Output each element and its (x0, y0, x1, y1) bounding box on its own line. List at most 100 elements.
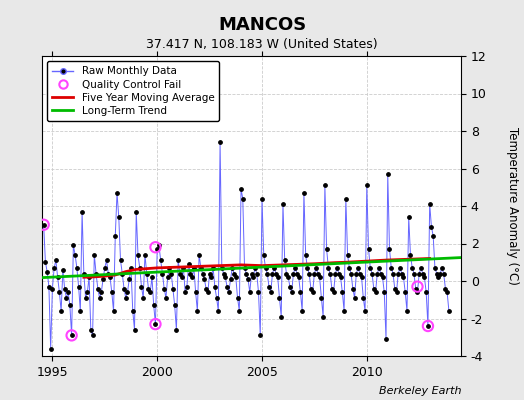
Point (216, 139, 224, 146)
Point (394, 270, 402, 277)
Point (50, 265, 58, 271)
Point (434, 274, 443, 280)
Point (289, 270, 298, 277)
Point (317, 295, 325, 301)
Point (200, 276, 209, 282)
Point (230, 270, 238, 277)
Point (69, 242, 78, 248)
Point (211, 284, 219, 290)
Point (52, 257, 60, 264)
Point (424, 323, 432, 329)
Point (66, 302, 74, 308)
Point (340, 308, 348, 314)
Point (48, 285, 57, 292)
Point (359, 295, 367, 301)
Point (277, 314, 286, 320)
Point (377, 270, 385, 277)
Point (153, 246, 161, 252)
Point (348, 285, 357, 292)
Point (282, 270, 291, 277)
Point (440, 270, 448, 277)
Point (293, 270, 301, 277)
Point (314, 270, 322, 277)
Point (199, 270, 207, 277)
Point (268, 270, 277, 277)
Point (107, 289, 116, 296)
Point (335, 270, 343, 277)
Point (352, 270, 361, 277)
Point (130, 326, 139, 333)
Point (384, 171, 392, 177)
Point (380, 289, 388, 296)
Point (57, 308, 66, 314)
Point (191, 289, 200, 296)
Point (233, 295, 242, 301)
Point (366, 265, 375, 271)
Point (217, 265, 226, 271)
Point (45, 284, 53, 290)
Point (64, 289, 72, 296)
Point (254, 289, 263, 296)
Point (123, 289, 132, 296)
Point (396, 265, 404, 271)
Point (125, 276, 134, 282)
Point (343, 252, 352, 258)
Point (401, 289, 409, 296)
Point (149, 302, 158, 308)
Point (410, 270, 418, 277)
Point (422, 289, 430, 296)
Point (92, 270, 100, 277)
Point (136, 265, 144, 271)
Point (336, 274, 345, 280)
Point (76, 308, 84, 314)
Point (429, 233, 438, 239)
Point (111, 233, 119, 239)
Point (280, 257, 289, 264)
Point (331, 270, 340, 277)
Point (186, 270, 194, 277)
Point (43, 268, 51, 275)
Point (330, 289, 338, 296)
Point (113, 190, 121, 196)
Point (73, 265, 81, 271)
Point (143, 270, 151, 277)
Point (47, 345, 55, 352)
Point (312, 265, 320, 271)
Text: MANCOS: MANCOS (218, 16, 306, 34)
Point (445, 308, 453, 314)
Point (361, 308, 369, 314)
Point (41, 259, 50, 266)
Point (436, 270, 444, 277)
Point (238, 195, 247, 202)
Point (263, 270, 271, 277)
Point (438, 265, 446, 271)
Text: Berkeley Earth: Berkeley Earth (379, 386, 461, 396)
Point (116, 257, 125, 264)
Point (237, 186, 245, 192)
Point (160, 285, 168, 292)
Point (309, 289, 317, 296)
Point (305, 270, 313, 277)
Point (170, 302, 179, 308)
Point (214, 308, 223, 314)
Point (89, 332, 97, 338)
Point (342, 195, 350, 202)
Point (162, 295, 170, 301)
Point (101, 265, 109, 271)
Point (310, 270, 319, 277)
Point (378, 274, 387, 280)
Text: 37.417 N, 108.183 W (United States): 37.417 N, 108.183 W (United States) (146, 38, 378, 51)
Point (321, 182, 329, 188)
Point (356, 270, 364, 277)
Point (118, 270, 126, 277)
Point (389, 270, 397, 277)
Point (315, 274, 324, 280)
Point (104, 270, 113, 277)
Point (274, 274, 282, 280)
Point (347, 270, 355, 277)
Point (85, 274, 93, 280)
Point (357, 274, 366, 280)
Point (307, 285, 315, 292)
Point (144, 285, 152, 292)
Point (432, 270, 441, 277)
